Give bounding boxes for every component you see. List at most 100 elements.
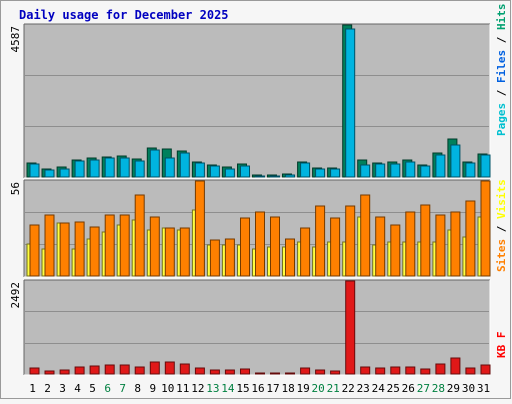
scale-label: 56 — [9, 182, 22, 195]
bar-kb-f — [240, 368, 250, 375]
day-label: 16 — [251, 382, 264, 395]
legend-entry: Visits — [495, 179, 508, 219]
bar-files — [480, 154, 491, 178]
day-label: 7 — [119, 382, 126, 395]
bar-files — [465, 162, 476, 178]
bar-kb-f — [74, 366, 85, 375]
day-label: 15 — [236, 382, 249, 395]
bar-sites — [405, 211, 416, 277]
bar-kb-f — [255, 372, 265, 375]
bar-files — [44, 169, 55, 178]
bar-files — [179, 152, 190, 178]
scale-label: 4587 — [9, 26, 22, 53]
day-label: 22 — [342, 382, 355, 395]
day-label: 6 — [104, 382, 111, 395]
legend-entry: Hits — [495, 4, 508, 31]
legend-entry: / — [495, 83, 508, 103]
bar-sites — [420, 204, 431, 277]
day-label: 17 — [266, 382, 279, 395]
bar-files — [345, 28, 356, 178]
bar-files — [29, 163, 40, 178]
bar-files — [270, 175, 280, 178]
panel-background — [24, 280, 490, 375]
bar-sites — [59, 222, 70, 277]
day-label: 1 — [29, 382, 36, 395]
bar-sites — [104, 214, 115, 277]
panels-layer: 4587 Pages / Files / Hits 56 Sites / Visits… — [9, 4, 508, 376]
bar-sites — [330, 217, 341, 277]
bar-kb-f — [420, 368, 431, 375]
bar-kb-f — [134, 366, 145, 375]
bar-sites — [300, 227, 311, 277]
legend-entry: Sites — [495, 239, 508, 272]
bar-kb-f — [164, 361, 175, 375]
day-label: 18 — [281, 382, 294, 395]
bar-kb-f — [119, 364, 130, 375]
day-label: 23 — [357, 382, 370, 395]
bar-files — [330, 168, 341, 178]
panel-legend: KB F — [495, 332, 508, 359]
day-label: 2 — [44, 382, 51, 395]
day-label: 19 — [296, 382, 309, 395]
day-label: 26 — [402, 382, 415, 395]
day-label: 4 — [74, 382, 81, 395]
legend-entry: Pages — [495, 103, 508, 136]
bar-kb-f — [345, 280, 356, 375]
day-label: 30 — [462, 382, 475, 395]
bar-files — [375, 163, 386, 178]
bar-sites — [465, 200, 476, 277]
day-label: 9 — [149, 382, 156, 395]
panel-traffic: 2492 KB F — [9, 279, 508, 376]
chart-title: Daily usage for December 2025 — [19, 8, 229, 22]
day-label: 11 — [176, 382, 189, 395]
day-label: 5 — [89, 382, 96, 395]
day-label: 10 — [161, 382, 174, 395]
day-label: 12 — [191, 382, 204, 395]
bar-kb-f — [149, 361, 160, 375]
legend-entry: / — [495, 219, 508, 239]
bar-files — [420, 165, 431, 178]
legend-entry: / — [495, 30, 508, 50]
bar-kb-f — [405, 366, 416, 375]
bar-kb-f — [194, 367, 205, 375]
bar-kb-f — [29, 367, 40, 375]
bar-files — [450, 144, 461, 178]
panel-legend: Pages / Files / Hits — [495, 4, 508, 137]
day-label: 29 — [447, 382, 460, 395]
bar-sites — [480, 180, 491, 277]
bar-kb-f — [270, 372, 280, 375]
bar-files — [194, 162, 205, 178]
day-label: 3 — [59, 382, 66, 395]
bar-sites — [194, 180, 205, 277]
bar-kb-f — [375, 367, 386, 375]
bar-sites — [209, 239, 220, 277]
day-label: 20 — [311, 382, 324, 395]
bar-files — [104, 157, 115, 178]
panel-requests: 4587 Pages / Files / Hits — [9, 4, 508, 179]
day-labels: 1 2 3 4 5 6 7 8 9 10 11 12 13 14 15 16 17 18 19 20 21 22 23 24 2… — [29, 382, 490, 395]
bar-kb-f — [315, 369, 326, 375]
bar-kb-f — [209, 369, 220, 375]
bar-sites — [450, 211, 461, 277]
bar-files — [285, 174, 295, 178]
bar-files — [315, 168, 326, 178]
bar-files — [149, 149, 160, 178]
bar-kb-f — [89, 365, 100, 375]
bar-kb-f — [450, 357, 461, 375]
bar-kb-f — [104, 364, 115, 375]
bar-files — [59, 168, 70, 178]
bar-files — [405, 161, 416, 178]
bar-kb-f — [179, 363, 190, 375]
bar-sites — [119, 214, 130, 277]
bar-files — [360, 164, 371, 178]
day-label: 13 — [206, 382, 219, 395]
bar-sites — [375, 216, 386, 277]
day-label: 8 — [134, 382, 141, 395]
bar-sites — [224, 238, 235, 277]
scale-label: 2492 — [9, 282, 22, 309]
bar-kb-f — [480, 364, 491, 375]
day-label: 27 — [417, 382, 430, 395]
bar-sites — [390, 224, 401, 277]
bar-sites — [270, 216, 280, 277]
